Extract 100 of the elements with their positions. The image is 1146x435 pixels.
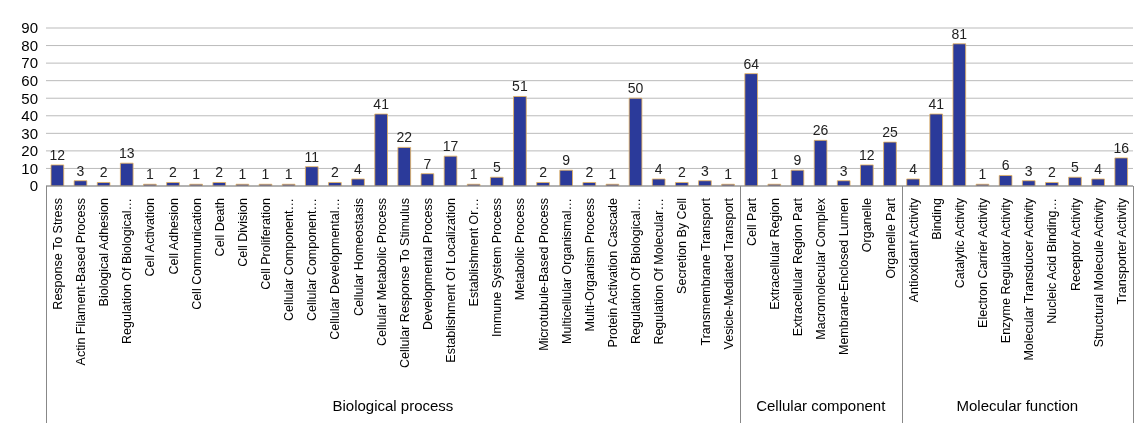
x-tick-label: Microtubule-Based Process	[536, 198, 551, 351]
x-tick-label: Protein Activation Cascade	[606, 197, 620, 348]
data-label: 2	[539, 164, 548, 181]
data-label: 51	[512, 78, 528, 95]
data-label: 2	[99, 164, 108, 181]
x-tick-label: Establishment Or…	[467, 198, 482, 307]
x-tick-label: Cell Activation	[143, 197, 158, 277]
data-label: 6	[1001, 157, 1010, 174]
x-tick-label: Developmental Process	[420, 198, 435, 331]
x-tick-label: Cell Death	[212, 197, 227, 257]
x-tick-label: Biological Adhesion	[97, 197, 112, 307]
x-tick-label: Extracellular Region	[767, 197, 782, 310]
x-tick-label: Cellular Component…	[305, 198, 320, 321]
data-label: 3	[839, 162, 848, 179]
data-label: 16	[1113, 139, 1130, 156]
text: Molecular function	[955, 397, 1080, 414]
x-tick-label: Regulation Of Molecular…	[652, 198, 667, 345]
data-label: 1	[978, 166, 987, 183]
x-tick-label: Cellular Response To Stimulus	[397, 198, 412, 368]
data-label: 4	[1094, 160, 1103, 177]
data-label: 3	[701, 162, 710, 179]
data-label: 9	[793, 152, 802, 169]
data-label: 3	[76, 162, 85, 179]
x-tick-label: Cell Communication	[189, 197, 204, 310]
x-tick-label: Transmembrane Transport	[698, 197, 713, 346]
data-label: 1	[724, 166, 733, 183]
x-tick-label: Extracellular Region Part	[791, 197, 806, 337]
y-tick-label: 80	[21, 36, 38, 54]
data-label: 13	[118, 145, 135, 162]
data-label: 2	[677, 164, 686, 181]
x-tick-label: Cell Proliferation	[259, 197, 274, 290]
data-label: 41	[373, 96, 390, 113]
data-label: 81	[951, 25, 968, 42]
y-tick-label: 60	[21, 71, 38, 89]
data-label: 17	[442, 138, 459, 155]
x-tick-label: Cell Adhesion	[166, 197, 181, 275]
x-tick-label: Regulation Of Biological…	[629, 198, 644, 344]
x-tick-label: Structural Molecule Activity	[1091, 197, 1106, 348]
data-label: 4	[909, 160, 918, 177]
x-tick-label: Organelle	[860, 197, 875, 253]
data-label: 2	[215, 164, 224, 181]
data-label: 2	[330, 164, 339, 181]
x-tick-label: Cellular Developmental…	[328, 198, 343, 340]
x-tick-label: Nucleic Acid Binding…	[1045, 198, 1060, 324]
x-tick-label: Transporter Activity	[1114, 197, 1129, 305]
data-label: 41	[928, 96, 945, 113]
y-tick-label: 50	[21, 89, 38, 107]
x-tick-label: Multicellular Organismal…	[559, 198, 574, 344]
y-tick-label: 90	[21, 19, 38, 37]
data-label: 1	[608, 166, 617, 183]
data-label: 2	[169, 164, 178, 181]
x-tick-label: Cell Part	[744, 197, 759, 246]
y-tick-label: 0	[29, 177, 38, 195]
x-tick-label: Secretion By Cell	[675, 198, 690, 294]
x-tick-label: Electron Carrier Activity	[976, 197, 991, 328]
x-tick-label: Binding	[929, 197, 944, 240]
x-tick-label: Establishment Of Localization	[444, 197, 459, 363]
x-tick-label: Cellular Homeostasis	[351, 198, 366, 317]
data-label: 64	[743, 55, 760, 72]
x-tick-label: Enzyme Regulator Activity	[999, 197, 1014, 344]
data-label: 5	[492, 159, 501, 176]
data-label: 2	[1047, 164, 1056, 181]
x-tick-label: Response To Stress	[50, 198, 65, 310]
x-tick-label: Antioxidant Activity	[906, 197, 921, 303]
data-label: 1	[261, 166, 270, 183]
data-label: 25	[882, 124, 898, 141]
data-label: 12	[49, 146, 66, 163]
x-tick-label: Membrane-Enclosed Lumen	[837, 197, 852, 356]
data-label: 4	[354, 160, 363, 177]
data-label: 7	[423, 155, 432, 172]
x-tick-label: Regulation Of Biological…	[120, 198, 135, 344]
data-label: 3	[1024, 162, 1033, 179]
data-label: 1	[770, 166, 779, 183]
x-tick-label: Receptor Activity	[1068, 197, 1083, 292]
data-label: 1	[192, 166, 201, 183]
x-tick-label: Cellular Component…	[282, 198, 297, 321]
data-label: 50	[627, 80, 644, 97]
x-tick-label: Actin Filament-Based Process	[74, 198, 89, 366]
data-label: 26	[812, 122, 829, 139]
y-tick-label: 70	[21, 54, 38, 72]
x-tick-label: Macromolecular Complex	[814, 197, 829, 340]
data-label: 5	[1071, 159, 1080, 176]
data-label: 4	[654, 160, 663, 177]
x-tick-label: Organelle Part	[883, 197, 898, 279]
y-tick-label: 40	[21, 107, 38, 125]
data-label: 11	[304, 148, 320, 165]
x-tick-label: Cellular Metabolic Process	[374, 198, 389, 346]
x-tick-label: Multi-Organism Process	[582, 198, 597, 332]
data-label: 1	[469, 166, 478, 183]
x-tick-label: Molecular Transducer Activity	[1022, 197, 1037, 361]
data-label: 1	[284, 166, 293, 183]
x-tick-label: Catalytic Activity	[952, 197, 967, 289]
data-label: 1	[238, 166, 247, 183]
data-label: 9	[562, 152, 571, 169]
data-label: 12	[859, 146, 875, 163]
x-tick-label: Cell Division	[235, 197, 250, 267]
text: Cellular component	[755, 397, 887, 414]
text: Biological process	[331, 397, 455, 414]
data-label: 2	[585, 164, 594, 181]
y-tick-label: 10	[21, 159, 38, 177]
